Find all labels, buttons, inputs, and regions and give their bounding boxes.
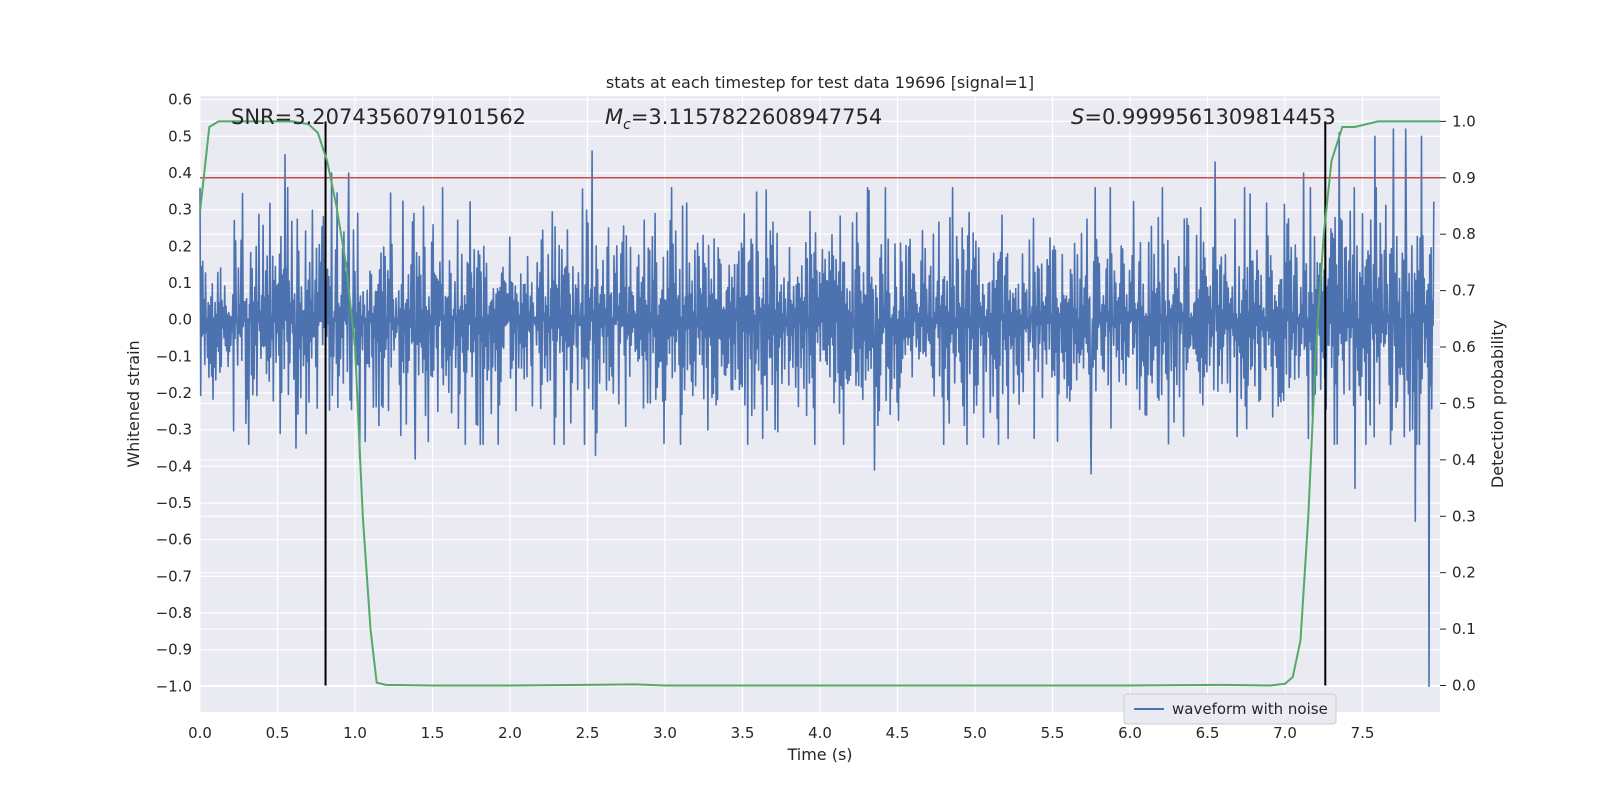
x-tick-label: 0.0: [188, 724, 212, 742]
x-tick-label: 3.0: [653, 724, 677, 742]
y-tick-label: −0.7: [156, 567, 192, 585]
x-tick-label: 6.0: [1118, 724, 1142, 742]
strain-line: [199, 128, 1435, 688]
y-ticks: 0.6 0.5 0.4 0.3 0.2 0.1 0.0 −0.1 −0.2 −0.3 −0.4 −0.…: [156, 91, 192, 696]
y2-tick-label: 0.3: [1452, 507, 1476, 525]
y2-tick-label: 0.4: [1452, 451, 1476, 469]
y-tick-label: 0.1: [168, 274, 192, 292]
y2-tick-label: 0.8: [1452, 225, 1476, 243]
y2-ticks: 1.0 0.9 0.8 0.7 0.6 0.5 0.4 0.3 0.2 0.1 0.0: [1440, 112, 1476, 694]
x-tick-label: 5.0: [963, 724, 987, 742]
y2-tick-label: 0.0: [1452, 676, 1476, 694]
x-tick-label: 2.0: [498, 724, 522, 742]
x-tick-label: 2.5: [576, 724, 600, 742]
x-tick-label: 1.5: [421, 724, 445, 742]
probability-line: [199, 120, 1440, 687]
legend-label: waveform with noise: [1172, 700, 1328, 718]
x-tick-label: 6.5: [1196, 724, 1220, 742]
x-ticks: 0.0 0.5 1.0 1.5 2.0 2.5 3.0 3.5 4.0 4.5 5.0 5.5 6.0 6…: [188, 724, 1374, 742]
y-tick-label: −0.4: [156, 457, 192, 475]
legend: waveform with noise: [1123, 693, 1337, 725]
y2-tick-label: 0.1: [1452, 620, 1476, 638]
y-tick-label: −0.2: [156, 384, 192, 402]
y-tick-label: −0.3: [156, 421, 192, 439]
y-tick-label: −0.6: [156, 531, 192, 549]
y-tick-label: −0.1: [156, 347, 192, 365]
y2-axis-label: Detection probability: [1488, 320, 1507, 488]
score-symbol: S: [1071, 105, 1084, 129]
snr-annotation: SNR=3.2074356079101562: [231, 105, 526, 129]
y2-tick-label: 0.6: [1452, 338, 1476, 356]
y-tick-label: −0.9: [156, 641, 192, 659]
x-tick-label: 4.5: [886, 724, 910, 742]
y-tick-label: −0.8: [156, 604, 192, 622]
x-tick-label: 1.0: [343, 724, 367, 742]
y-axis-label: Whitened strain: [124, 340, 143, 467]
y-tick-label: 0.5: [168, 127, 192, 145]
x-tick-label: 7.5: [1351, 724, 1375, 742]
x-tick-label: 5.5: [1041, 724, 1065, 742]
y-tick-label: 0.6: [168, 91, 192, 109]
y-tick-label: 0.3: [168, 201, 192, 219]
chart-title: stats at each timestep for test data 196…: [606, 73, 1034, 92]
y-tick-label: 0.0: [168, 311, 192, 329]
x-tick-label: 7.0: [1273, 724, 1297, 742]
chirp-mass-annotation: Mc=3.1157822608947754: [605, 105, 882, 133]
score-value: =0.9999561309814453: [1084, 105, 1335, 129]
y-tick-label: −0.5: [156, 494, 192, 512]
y2-tick-label: 0.7: [1452, 282, 1476, 300]
y-tick-label: 0.2: [168, 237, 192, 255]
y2-tick-label: 0.5: [1452, 394, 1476, 412]
y-tick-label: −1.0: [156, 677, 192, 695]
legend-box: [1123, 693, 1337, 725]
chirp-mass-subscript: c: [623, 117, 631, 133]
x-axis-label: Time (s): [786, 745, 852, 764]
chirp-mass-value: =3.1157822608947754: [631, 105, 882, 129]
x-tick-label: 4.0: [808, 724, 832, 742]
y-tick-label: 0.4: [168, 164, 192, 182]
score-annotation: S=0.9999561309814453: [1071, 105, 1336, 129]
strain-series: [199, 128, 1435, 688]
y2-tick-label: 1.0: [1452, 112, 1476, 130]
y2-tick-label: 0.2: [1452, 564, 1476, 582]
x-tick-label: 3.5: [731, 724, 755, 742]
y2-tick-label: 0.9: [1452, 169, 1476, 187]
x-tick-label: 0.5: [266, 724, 290, 742]
chirp-mass-symbol: M: [605, 105, 623, 129]
